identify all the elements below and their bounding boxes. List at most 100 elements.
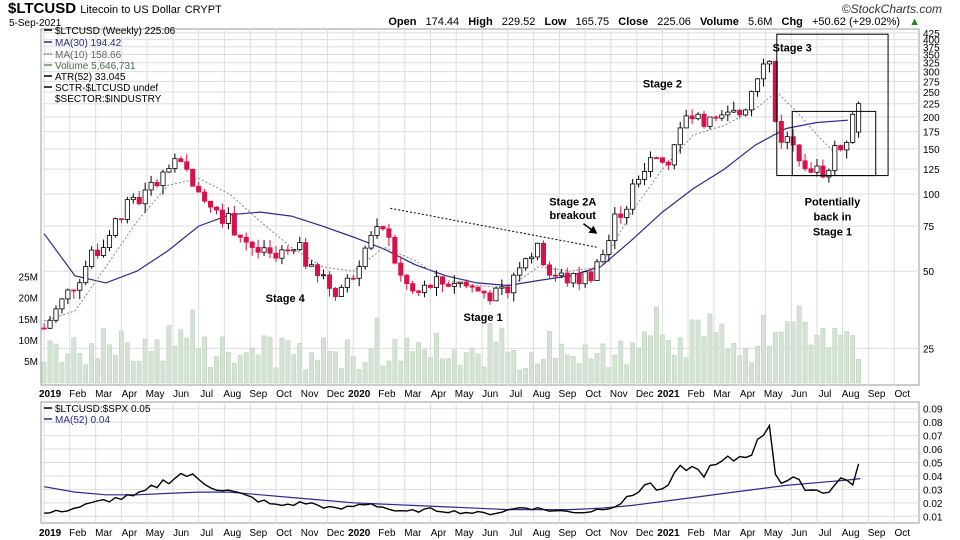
ratio-legend-item: $LTCUSD:$SPX 0.05 [55,404,151,415]
volume-bar [124,342,130,384]
volume-bar [136,360,142,384]
price-legend-item: SCTR-$LTCUSD undef [55,83,158,94]
ratio-x-tick-label: May [455,528,474,539]
volume-bar [755,346,760,384]
volume-bar [713,332,719,384]
volume-bar [457,364,463,384]
candle-body [190,168,196,187]
volume-bar [529,352,534,384]
candle-body [213,206,220,211]
volume-bar [511,350,517,384]
x-tick-label: Sep [868,389,886,400]
candle-body [148,181,154,191]
candle-body [273,252,279,259]
volume-bar [315,359,320,384]
volume-bar [368,348,374,384]
candle-body [517,267,523,276]
volume-bar [856,359,861,384]
volume-bar [517,369,523,384]
x-tick-label: Jul [819,389,832,400]
volume-bar [142,338,148,384]
volume-tick-label: 5M [24,357,38,368]
volume-bar [178,329,184,384]
x-tick-label: May [455,389,474,400]
candle-body [255,247,261,253]
symbol-exchange: CRYPT [184,4,222,16]
volume-bar [564,354,570,384]
candle-body [642,171,648,180]
breakout-trendline [390,207,598,248]
ratio-tick-label: 0.03 [923,485,943,496]
volume-bar [535,363,540,384]
volume-bar [761,315,766,384]
symbol-ticker: $LTCUSD [8,0,77,17]
candle-body [630,183,636,210]
volume-bar [582,344,588,384]
candle-body [225,213,231,224]
volume-bar [808,344,814,384]
candle-body [77,282,83,291]
volume-bar [778,331,784,384]
candle-body [261,247,267,253]
ratio-x-tick-label: Jul [819,528,832,539]
volume-bar [660,334,665,384]
candle-body [856,103,862,133]
candle-body [433,276,440,288]
price-tick-label: 375 [923,43,940,54]
candle-body [505,286,511,294]
ratio-line [44,423,860,516]
candle-body [475,286,481,292]
candle-body [350,277,356,280]
ratio-x-tick-label: Mar [404,528,422,539]
volume-bar [107,344,112,384]
candle-body [766,60,772,65]
price-tick-label: 225 [923,100,940,111]
change-value: Chg +50.62 (+29.02%) ▲ [781,16,920,28]
candle-body [267,247,273,254]
stage-annotation: Stage 4 [266,293,306,305]
candle-body [249,241,255,248]
ratio-x-tick-label: Feb [378,528,396,539]
volume-bar [398,360,404,384]
ratio-x-tick-label: Oct [276,528,292,539]
candle-body [481,290,487,294]
volume-bar [689,319,695,384]
candle-body [47,319,53,329]
volume-bar [719,323,725,384]
candle-body [65,289,71,300]
volume-bar [796,305,802,384]
price-tick-label: 125 [923,165,940,176]
candle-body [71,289,77,292]
candle-body [784,136,790,143]
candle-body [790,136,796,146]
volume-bar [196,348,202,384]
ratio-x-tick-label: May [764,528,783,539]
ratio-x-tick-label: Feb [687,528,705,539]
volume-bar [701,336,707,384]
x-tick-label: Jun [173,389,189,400]
x-tick-label: Feb [69,389,87,400]
candle-body [130,196,136,201]
candle-body [338,287,344,297]
volume-bar [386,360,392,384]
volume-bar [576,363,582,384]
ratio-ma-line [43,478,861,511]
x-tick-label: Apr [431,389,447,400]
volume-bar [838,334,844,384]
ratio-x-tick-label: Dec [636,528,654,539]
candle-body [320,274,327,277]
ratio-x-tick-label: 2021 [657,528,680,539]
candle-body [279,249,285,259]
candle-body [832,145,838,171]
candle-body [410,283,416,292]
volume-bar [832,328,838,384]
volume-bar [541,359,546,384]
candle-body [653,157,659,160]
candle-body [636,179,642,185]
volume-bar [95,358,100,384]
price-tick-label: 200 [923,113,940,124]
volume-bar [493,341,499,384]
x-tick-label: Dec [636,389,654,400]
volume-bar [790,321,796,384]
volume-bar [356,369,362,384]
